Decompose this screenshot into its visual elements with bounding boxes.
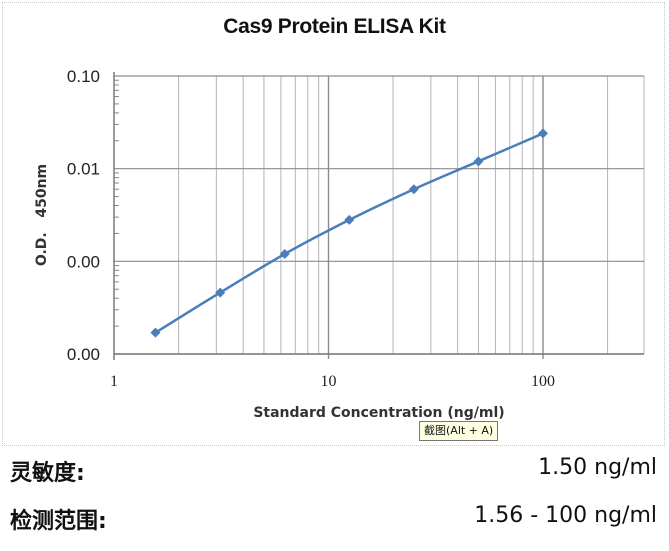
x-tick-label: 1	[110, 373, 118, 390]
detection-range-value: 1.56 - 100 ng/ml	[474, 503, 657, 528]
sensitivity-row: 灵敏度: 1.50 ng/ml	[0, 455, 669, 491]
data-point-diamond	[408, 184, 419, 195]
data-point-diamond	[473, 156, 484, 167]
y-tick-label: 0.00	[67, 345, 100, 364]
x-tick-label: 100	[531, 373, 555, 390]
tick-labels: 0.10 0.01 0.00 0.00 1 10 100	[67, 67, 555, 390]
data-point-diamond	[279, 248, 290, 259]
y-tick-label: 0.10	[67, 67, 100, 86]
screenshot-tooltip: 截图(Alt + A)	[419, 421, 499, 441]
detection-range-label: 检测范围:	[10, 509, 107, 534]
detection-range-row: 检测范围: 1.56 - 100 ng/ml	[0, 503, 669, 539]
data-point-diamond	[215, 287, 226, 298]
data-point-diamond	[344, 214, 355, 225]
chart-title: Cas9 Protein ELISA Kit	[223, 15, 446, 38]
axes	[113, 72, 644, 360]
y-tick-label: 0.01	[67, 160, 100, 179]
sensitivity-value: 1.50 ng/ml	[538, 455, 657, 480]
sensitivity-label: 灵敏度:	[10, 461, 85, 486]
data-point-diamond	[150, 327, 161, 338]
chart-plot: 0.10 0.01 0.00 0.00 1 10 100 Standard Concentr…	[34, 67, 645, 421]
data-series	[150, 128, 548, 338]
x-axis-label: Standard Concentration (ng/ml)	[253, 405, 504, 421]
data-point-diamond	[538, 128, 548, 139]
x-tick-label: 10	[321, 373, 337, 390]
series-line	[154, 132, 544, 334]
y-tick-label: 0.00	[67, 252, 100, 271]
y-axis-label: O.D. 450nm	[34, 164, 50, 266]
grid-lines	[114, 75, 645, 359]
